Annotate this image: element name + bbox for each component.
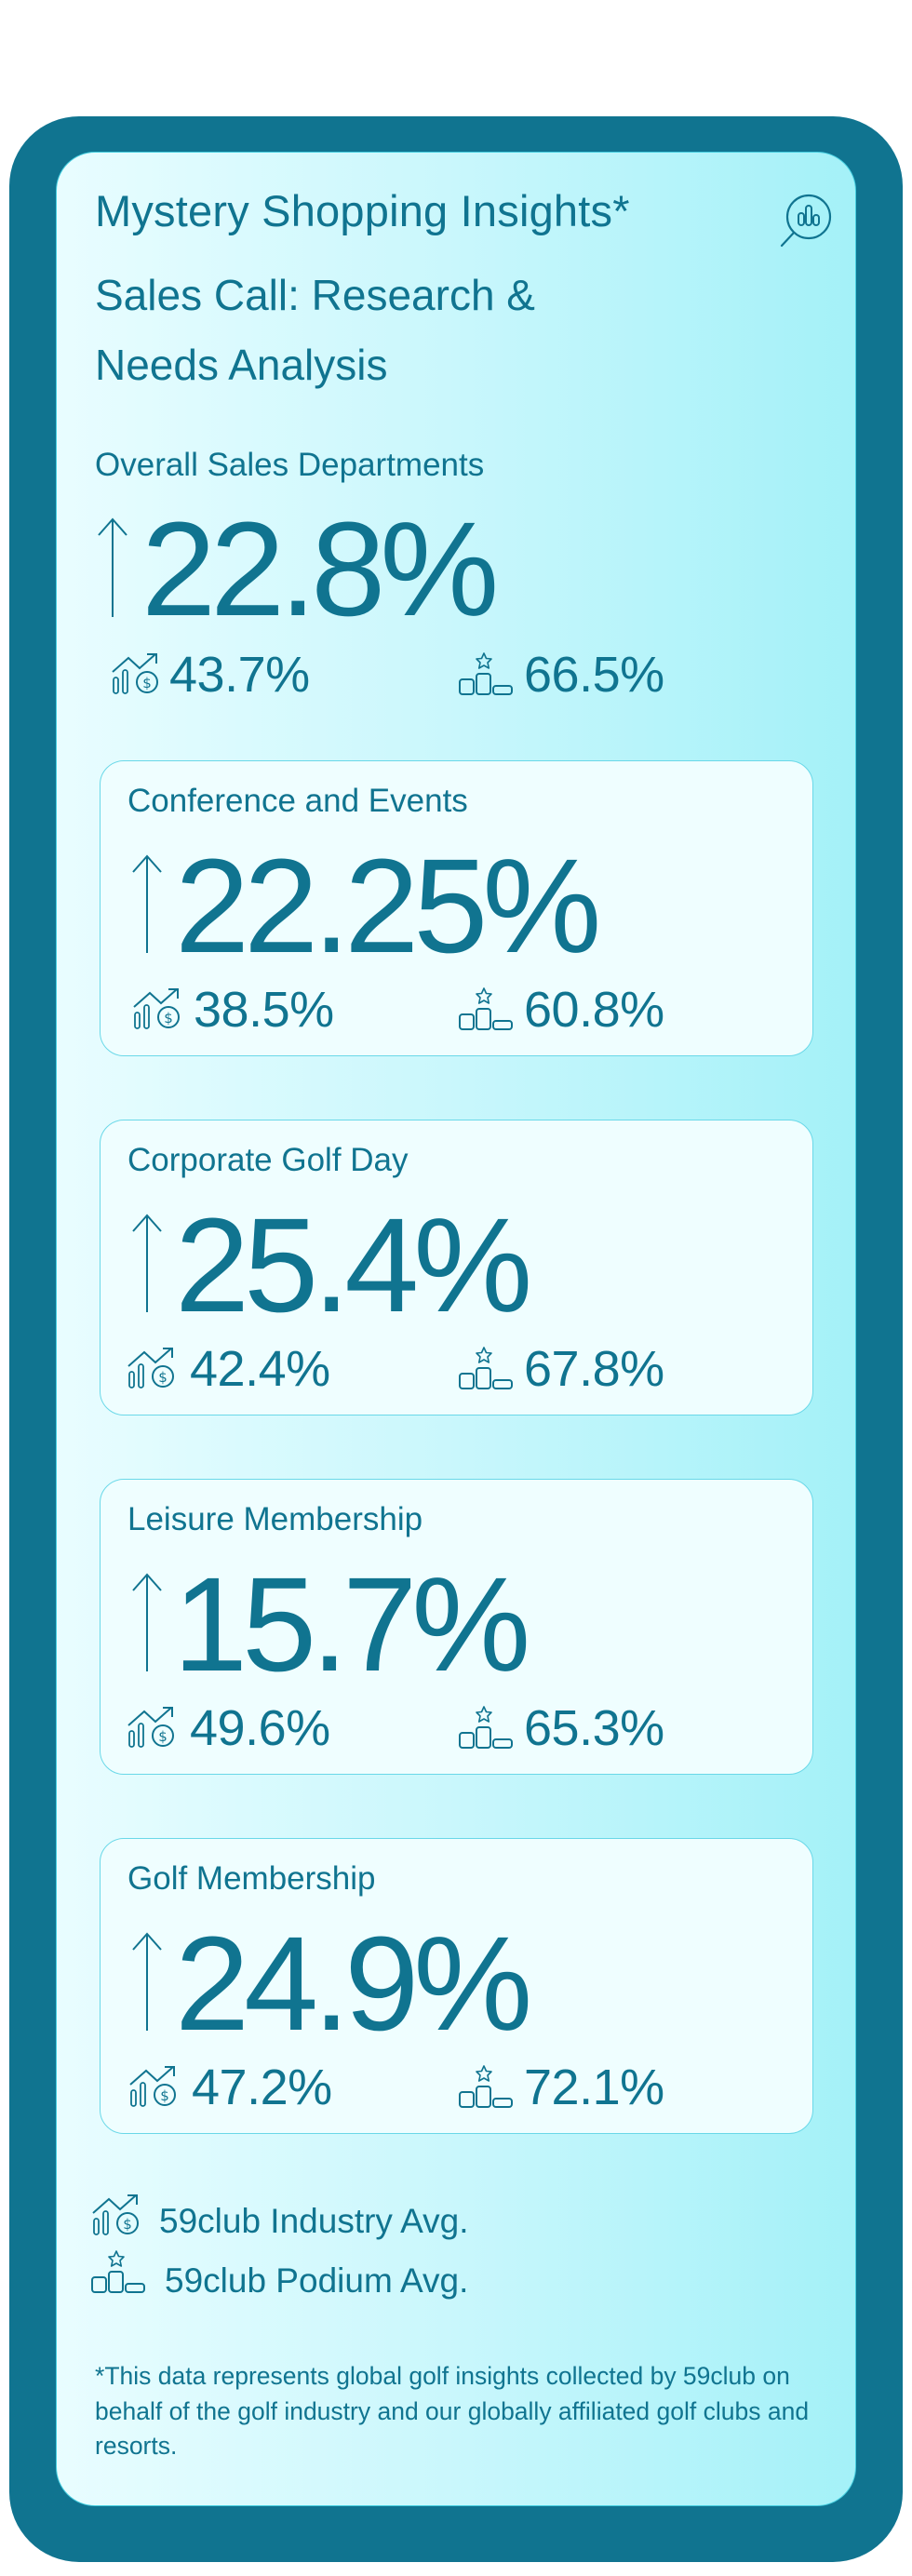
card-value: 22.25% [175, 831, 601, 981]
podium-star-icon [459, 652, 513, 695]
arrow-up-icon [132, 1214, 162, 1312]
podium-star-icon [459, 2065, 513, 2108]
industry-avg-value: 47.2% [192, 2059, 332, 2115]
category-card-corporate-golf-day [100, 1120, 813, 1415]
podium-star-icon [91, 2250, 145, 2293]
footnote: *This data represents global golf insigh… [95, 2362, 810, 2460]
category-card-conference-events [100, 760, 813, 1056]
card-value: 25.4% [175, 1190, 532, 1340]
overall-value: 22.8% [141, 494, 499, 644]
category-card-leisure-membership [100, 1479, 813, 1775]
svg-text:$: $ [123, 2216, 132, 2233]
industry-avg-value: 49.6% [190, 1700, 330, 1756]
trend-dollar-icon: $ [129, 2066, 176, 2107]
trend-dollar-icon: $ [92, 2194, 139, 2235]
arrow-up-icon [132, 854, 162, 953]
podium-avg-value: 60.8% [524, 982, 664, 1038]
industry-avg-value: 42.4% [190, 1341, 330, 1397]
podium-avg-value: 65.3% [524, 1700, 664, 1756]
podium-star-icon [459, 987, 513, 1030]
arrow-up-icon [98, 517, 127, 617]
svg-text:$: $ [142, 675, 152, 691]
industry-avg-value: 38.5% [194, 982, 334, 1038]
podium-star-icon [459, 1706, 513, 1749]
arrow-up-icon [132, 1573, 162, 1671]
card-value: 24.9% [175, 1909, 532, 2059]
page-title: Mystery Shopping Insights* [95, 186, 630, 235]
svg-text:$: $ [158, 1369, 168, 1386]
svg-text:$: $ [164, 1010, 173, 1026]
section-label: Overall Sales Departments [95, 447, 485, 483]
card-label: Conference and Events [127, 783, 468, 819]
trend-dollar-icon: $ [133, 988, 180, 1029]
legend-industry-label: 59club Industry Avg. [159, 2202, 469, 2240]
card-label: Corporate Golf Day [127, 1142, 409, 1178]
card-value: 15.7% [173, 1550, 530, 1699]
trend-dollar-icon: $ [127, 1707, 174, 1748]
trend-dollar-icon: $ [112, 653, 158, 694]
arrow-up-icon [132, 1932, 162, 2031]
podium-star-icon [459, 1347, 513, 1389]
category-card-golf-membership [100, 1838, 813, 2134]
podium-avg-value: 66.5% [524, 647, 664, 703]
insights-magnifier-chart-icon [777, 193, 833, 254]
card-label: Golf Membership [127, 1860, 376, 1897]
industry-avg-value: 43.7% [169, 647, 310, 703]
card-label: Leisure Membership [127, 1501, 423, 1537]
trend-dollar-icon: $ [127, 1348, 174, 1389]
svg-text:$: $ [158, 1728, 168, 1745]
svg-text:$: $ [160, 2087, 169, 2104]
podium-avg-value: 67.8% [524, 1341, 664, 1397]
page-subtitle: Sales Call: Research & Needs Analysis [95, 271, 535, 389]
legend-podium-label: 59club Podium Avg. [165, 2261, 469, 2300]
podium-avg-value: 72.1% [524, 2059, 664, 2115]
